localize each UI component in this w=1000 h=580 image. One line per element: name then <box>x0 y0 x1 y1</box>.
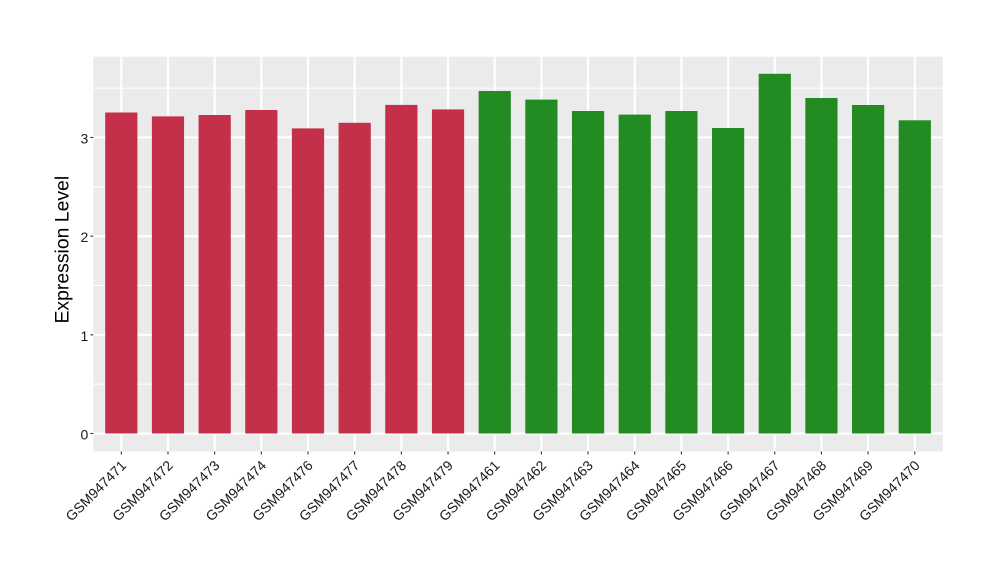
svg-text:0: 0 <box>81 427 89 443</box>
svg-text:1: 1 <box>81 328 89 344</box>
svg-text:2: 2 <box>81 229 89 245</box>
svg-text:Expression Level: Expression Level <box>52 176 74 324</box>
svg-text:3: 3 <box>81 130 89 146</box>
